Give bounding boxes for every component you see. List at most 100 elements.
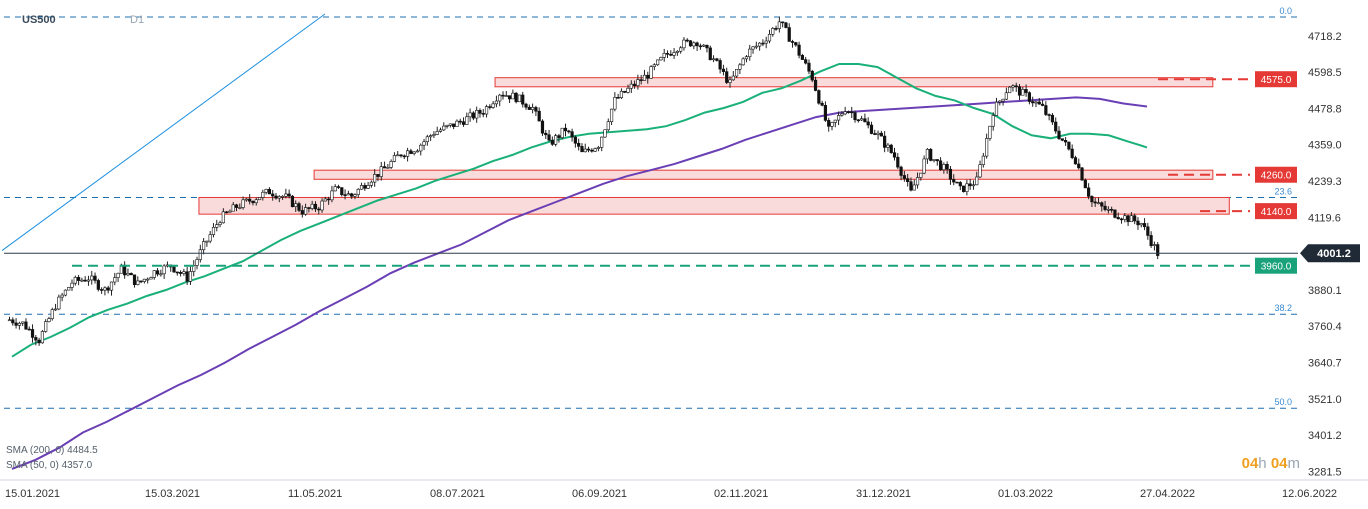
candle xyxy=(109,281,114,291)
candle xyxy=(132,274,137,285)
candle xyxy=(642,74,647,81)
candle xyxy=(139,280,143,283)
candle xyxy=(998,100,1002,103)
candle xyxy=(836,115,841,121)
candle xyxy=(221,211,225,224)
sma200-legend[interactable]: SMA (200, 0) 4484.5 xyxy=(6,445,98,456)
candle xyxy=(698,45,702,48)
indicator-lines xyxy=(1,13,1148,470)
candle xyxy=(557,135,561,138)
candle xyxy=(850,111,854,114)
candle xyxy=(465,116,469,125)
candle xyxy=(313,203,318,210)
candle xyxy=(606,121,610,131)
candle xyxy=(297,203,301,211)
candle xyxy=(613,97,617,110)
candle xyxy=(468,112,472,118)
candle xyxy=(942,164,946,171)
candle xyxy=(142,278,146,282)
timer-minutes: 04 xyxy=(1270,455,1288,472)
candle xyxy=(396,154,400,157)
candle xyxy=(912,184,916,191)
candle xyxy=(284,193,288,197)
fib-label-1: 23.6 xyxy=(1274,186,1292,196)
candle xyxy=(73,277,77,284)
candle xyxy=(961,185,966,192)
y-tick-3: 4359.0 xyxy=(1308,140,1342,152)
candle xyxy=(7,319,12,322)
candle xyxy=(685,39,689,42)
candle xyxy=(1149,235,1153,246)
sma50-legend-text: SMA (50, 0) 4357.0 xyxy=(6,460,93,471)
candle xyxy=(718,60,722,70)
y-tick-7: 3760.4 xyxy=(1308,321,1342,333)
candle xyxy=(507,95,512,100)
candle xyxy=(53,308,58,311)
candle xyxy=(570,131,574,138)
candle xyxy=(593,148,597,152)
candle xyxy=(307,207,311,209)
candle xyxy=(971,184,976,187)
candle xyxy=(682,39,686,49)
candle xyxy=(1077,163,1081,169)
candle xyxy=(40,331,44,344)
timeframe-label[interactable]: D1 xyxy=(130,14,145,26)
candle xyxy=(409,150,413,154)
candle xyxy=(771,28,775,35)
candle xyxy=(501,94,505,97)
candle xyxy=(813,79,818,91)
candle xyxy=(1031,101,1035,104)
candle xyxy=(488,106,492,108)
candle xyxy=(563,127,568,132)
candle xyxy=(1156,244,1160,256)
candle xyxy=(129,273,133,276)
candle xyxy=(159,273,163,276)
y-tick-5: 4119.6 xyxy=(1308,212,1341,224)
candle xyxy=(67,287,71,291)
candle xyxy=(883,135,887,148)
candle xyxy=(1110,208,1114,211)
candle xyxy=(797,44,801,56)
y-tick-0: 4718.2 xyxy=(1308,31,1342,43)
candle xyxy=(938,160,943,171)
candle xyxy=(968,183,972,187)
candle xyxy=(498,94,502,102)
candle xyxy=(106,287,110,291)
candle xyxy=(484,106,489,115)
timer-hours: 04 xyxy=(1241,455,1259,472)
candle xyxy=(44,321,48,332)
timer-h: h xyxy=(1258,455,1267,472)
candle xyxy=(412,151,416,154)
fib-label-2: 38.2 xyxy=(1274,303,1292,313)
candle xyxy=(152,270,156,278)
candle xyxy=(787,27,791,42)
candle xyxy=(985,138,989,157)
x-tick-1: 15.03.2021 xyxy=(145,488,200,500)
candle xyxy=(1047,114,1051,116)
sma50-legend[interactable]: SMA (50, 0) 4357.0 xyxy=(6,460,92,471)
candle xyxy=(294,203,298,208)
candle xyxy=(909,181,913,191)
candle xyxy=(188,271,193,282)
candle xyxy=(57,296,61,310)
candle xyxy=(853,112,857,121)
y-axis: 4718.2 4598.5 4478.8 4359.0 4239.3 4119.6 3880… xyxy=(1300,31,1360,478)
candle xyxy=(340,187,344,195)
candle xyxy=(1040,103,1045,106)
candle xyxy=(182,271,186,274)
candle xyxy=(600,136,604,148)
candle xyxy=(511,92,515,100)
candle xyxy=(1024,89,1028,93)
candle xyxy=(632,83,637,86)
candle xyxy=(767,33,772,42)
candle xyxy=(452,123,456,127)
candle xyxy=(323,198,327,202)
candle xyxy=(303,207,308,215)
candle xyxy=(603,129,607,138)
candle xyxy=(11,319,15,324)
candle xyxy=(804,59,808,64)
candle xyxy=(60,294,64,298)
candle xyxy=(688,40,693,47)
candle xyxy=(379,166,383,177)
